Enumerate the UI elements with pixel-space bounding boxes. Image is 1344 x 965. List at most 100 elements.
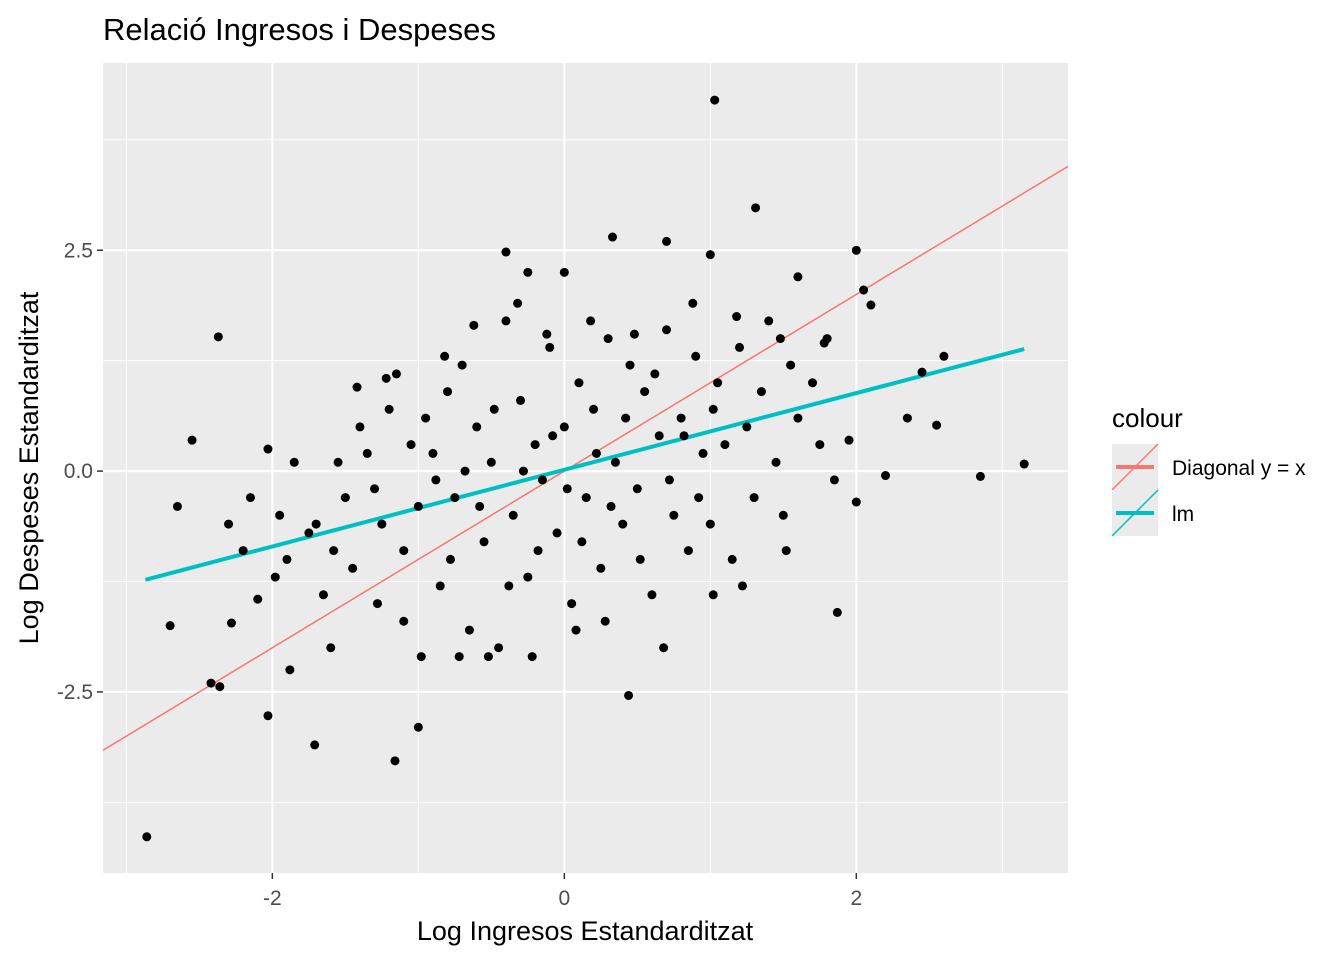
data-point <box>574 378 584 388</box>
data-point <box>537 475 547 485</box>
data-point <box>832 607 842 617</box>
data-point <box>552 528 562 538</box>
data-point <box>460 466 470 476</box>
data-point <box>187 435 197 445</box>
data-point <box>381 373 391 383</box>
data-point <box>917 367 927 377</box>
data-point <box>775 334 785 344</box>
data-point <box>859 285 869 295</box>
data-point <box>391 369 401 379</box>
data-point <box>533 546 543 556</box>
data-point <box>589 404 599 414</box>
legend-label: lm <box>1172 503 1194 526</box>
data-point <box>819 338 829 348</box>
data-point <box>778 510 788 520</box>
data-point <box>577 537 587 547</box>
data-point <box>475 501 485 511</box>
data-point <box>390 756 400 766</box>
data-point <box>654 431 664 441</box>
data-point <box>245 493 255 503</box>
data-point <box>224 519 234 529</box>
data-point <box>421 413 431 423</box>
data-point <box>610 457 620 467</box>
data-point <box>662 236 672 246</box>
data-point <box>399 546 409 556</box>
data-point <box>708 404 718 414</box>
data-point <box>710 95 720 105</box>
data-point <box>737 581 747 591</box>
x-tick-label: -2 <box>263 887 282 910</box>
data-point <box>362 448 372 458</box>
data-point <box>600 616 610 626</box>
data-point <box>542 329 552 339</box>
data-point <box>608 232 618 242</box>
data-point <box>165 621 175 631</box>
data-points <box>142 95 1029 842</box>
data-point <box>483 652 493 662</box>
data-point <box>625 360 635 370</box>
data-point <box>618 519 628 529</box>
data-point <box>659 643 669 653</box>
data-point <box>698 448 708 458</box>
data-point <box>586 316 596 326</box>
data-point <box>413 722 423 732</box>
data-point <box>851 245 861 255</box>
data-point <box>516 395 526 405</box>
data-point <box>406 440 416 450</box>
x-axis-ticks: -2 0 2 <box>263 873 862 910</box>
data-point <box>676 413 686 423</box>
data-point <box>289 457 299 467</box>
data-point <box>326 643 336 653</box>
x-axis-label: Log Ingresos Estandarditzat <box>417 916 754 946</box>
data-point <box>581 493 591 503</box>
data-point <box>518 466 528 476</box>
data-point <box>591 448 601 458</box>
data-point <box>469 320 479 330</box>
data-point <box>472 422 482 432</box>
fit-lines <box>102 165 1069 751</box>
data-point <box>304 528 314 538</box>
data-point <box>501 247 511 257</box>
data-point <box>571 625 581 635</box>
data-point <box>975 471 985 481</box>
data-point <box>450 493 460 503</box>
data-point <box>435 581 445 591</box>
data-point <box>669 510 679 520</box>
data-point <box>310 740 320 750</box>
data-point <box>253 594 263 604</box>
data-point <box>851 497 861 507</box>
data-point <box>844 435 854 445</box>
data-point <box>311 519 321 529</box>
data-point <box>377 519 387 529</box>
data-point <box>902 413 912 423</box>
data-point <box>647 590 657 600</box>
data-point <box>751 203 761 213</box>
data-point <box>720 440 730 450</box>
data-point <box>479 537 489 547</box>
data-point <box>445 554 455 564</box>
data-point <box>713 378 723 388</box>
data-point <box>559 422 569 432</box>
data-point <box>562 484 572 494</box>
data-point <box>781 546 791 556</box>
x-tick-label: 2 <box>850 887 862 910</box>
data-point <box>413 501 423 511</box>
y-tick-label: 0.0 <box>64 460 93 483</box>
data-point <box>172 501 182 511</box>
data-point <box>606 501 616 511</box>
data-point <box>664 475 674 485</box>
data-point <box>881 471 891 481</box>
data-point <box>494 643 504 653</box>
data-point <box>708 590 718 600</box>
data-point <box>596 563 606 573</box>
data-point <box>629 329 639 339</box>
data-point <box>508 510 518 520</box>
data-point <box>662 325 672 335</box>
chart-title: Relació Ingresos i Despeses <box>103 12 496 47</box>
data-point <box>764 316 774 326</box>
data-point <box>705 519 715 529</box>
y-axis-ticks: -2.5 0.0 2.5 <box>57 239 103 704</box>
data-point <box>808 378 818 388</box>
plot-panel <box>103 63 1068 873</box>
